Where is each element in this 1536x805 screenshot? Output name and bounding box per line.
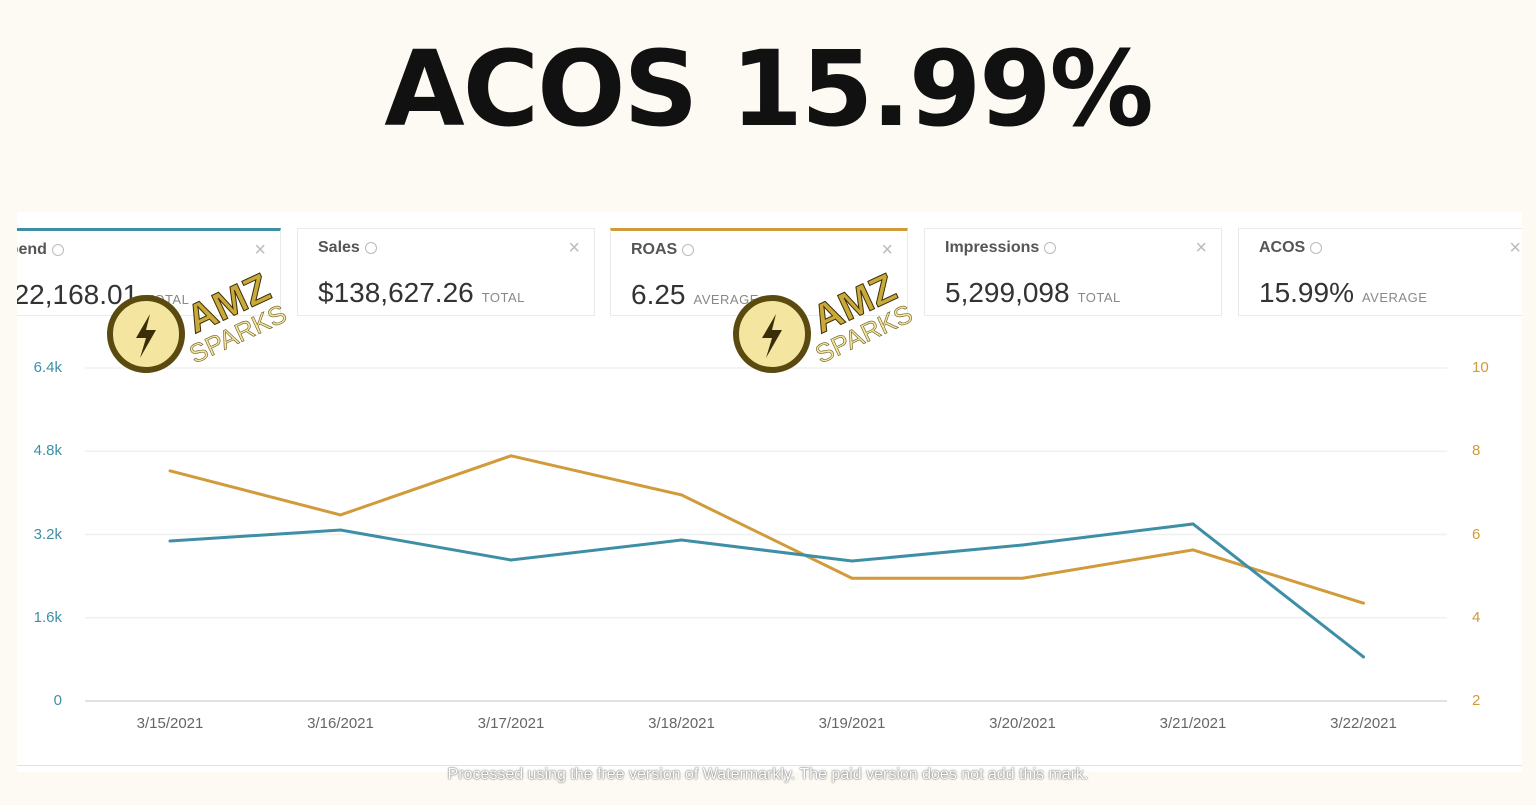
- metric-name: Impressions: [945, 239, 1057, 257]
- y-right-tick-label: 2: [1472, 692, 1481, 709]
- metric-value: $138,627.26 TOTAL: [318, 277, 525, 308]
- data-point-roas[interactable]: [850, 576, 854, 580]
- metric-card-roas[interactable]: ROAS × 6.25 AVERAGE: [610, 228, 908, 316]
- info-icon[interactable]: [1044, 241, 1057, 254]
- data-point-spend[interactable]: [168, 539, 172, 543]
- close-icon[interactable]: ×: [881, 239, 893, 261]
- x-tick-label: 3/16/2021: [307, 715, 374, 732]
- data-point-roas[interactable]: [339, 513, 342, 517]
- y-right-tick-label: 8: [1472, 442, 1481, 460]
- divider: [17, 765, 1522, 766]
- metric-card-sales[interactable]: Sales × $138,627.26 TOTAL: [297, 228, 595, 316]
- x-tick-label: 3/18/2021: [648, 715, 715, 732]
- y-left-tick-label: 6.4k: [33, 359, 62, 376]
- headline: ACOS 15.99%: [384, 28, 1154, 150]
- data-point-roas[interactable]: [1191, 548, 1195, 552]
- info-icon[interactable]: [364, 241, 377, 254]
- close-icon[interactable]: ×: [1195, 237, 1207, 259]
- y-right-tick-label: 10: [1472, 359, 1489, 376]
- amz-sparks-logo: AMZ SPARKS: [733, 265, 917, 373]
- amz-sparks-logo: AMZ SPARKS: [107, 265, 291, 373]
- y-left-tick-label: 1.6k: [33, 608, 62, 626]
- data-point-roas[interactable]: [168, 469, 172, 473]
- metric-card-impressions[interactable]: Impressions × 5,299,098 TOTAL: [924, 228, 1222, 316]
- close-icon[interactable]: ×: [254, 239, 266, 261]
- data-point-spend[interactable]: [1021, 543, 1024, 547]
- data-point-spend[interactable]: [850, 559, 854, 563]
- series-line-roas: [169, 454, 1364, 605]
- x-tick-label: 3/20/2021: [989, 715, 1056, 732]
- y-left-tick-label: 4.8k: [33, 442, 62, 460]
- x-tick-label: 3/22/2021: [1330, 715, 1397, 732]
- info-icon[interactable]: [1310, 241, 1323, 254]
- metric-value: 5,299,098 TOTAL: [945, 277, 1121, 308]
- y-right-tick-label: 6: [1472, 525, 1481, 543]
- metric-name: ACOS: [1259, 239, 1323, 257]
- metric-name: ROAS: [631, 241, 695, 259]
- x-tick-label: 3/15/2021: [136, 715, 204, 732]
- data-point-spend[interactable]: [339, 528, 342, 532]
- x-tick-label: 3/21/2021: [1159, 715, 1227, 732]
- y-left-tick-label: 0: [53, 692, 62, 709]
- data-point-spend[interactable]: [1362, 655, 1365, 659]
- data-point-roas[interactable]: [1362, 601, 1365, 605]
- metric-value: 6.25 AVERAGE: [631, 279, 759, 310]
- info-icon[interactable]: [682, 243, 695, 256]
- data-point-spend[interactable]: [509, 558, 513, 562]
- data-point-roas[interactable]: [1021, 576, 1024, 580]
- data-point-spend[interactable]: [1191, 522, 1195, 526]
- data-point-roas[interactable]: [680, 493, 683, 497]
- metric-name: Spend: [17, 241, 64, 259]
- x-tick-label: 3/17/2021: [477, 715, 545, 732]
- y-left-tick-label: 3.2k: [33, 525, 62, 543]
- data-point-spend[interactable]: [680, 538, 683, 542]
- series-line-spend: [169, 522, 1365, 659]
- metric-name: Sales: [318, 239, 377, 257]
- data-point-roas[interactable]: [509, 454, 513, 458]
- metric-value: 15.99% AVERAGE: [1259, 277, 1428, 308]
- close-icon[interactable]: ×: [568, 237, 580, 259]
- close-icon[interactable]: ×: [1509, 237, 1521, 259]
- watermark-text: Processed using the free version of Wate…: [447, 766, 1089, 783]
- x-tick-label: 3/19/2021: [818, 715, 886, 732]
- info-icon[interactable]: [51, 243, 64, 256]
- y-right-tick-label: 4: [1472, 608, 1481, 626]
- metric-card-acos[interactable]: ACOS × 15.99% AVERAGE: [1238, 228, 1522, 316]
